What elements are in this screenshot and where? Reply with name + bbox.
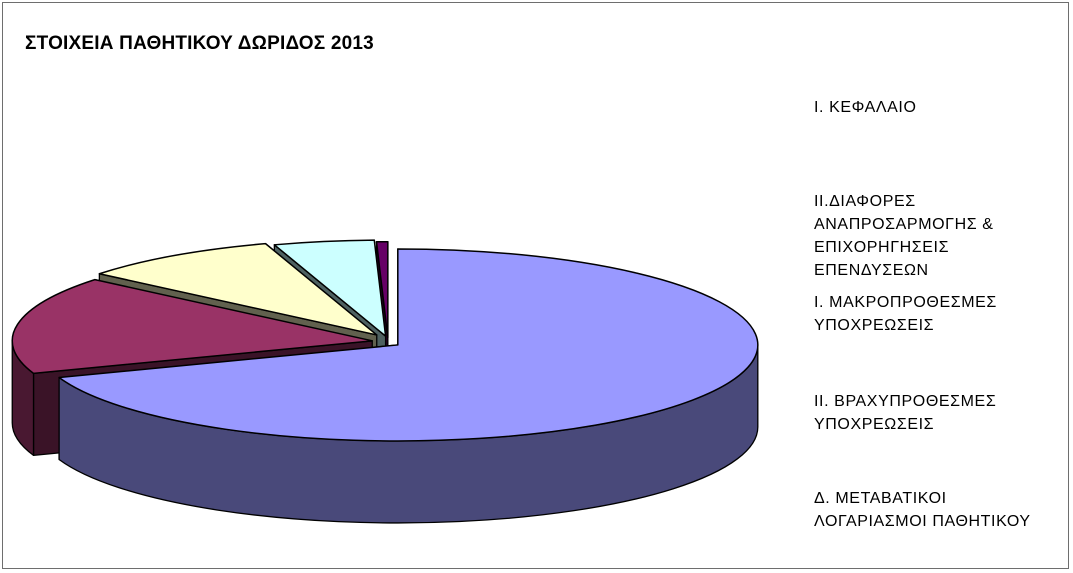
pie-slice-1 (58, 248, 759, 442)
legend-item-5: Δ. ΜΕΤΑΒΑΤΙΚΟΙ ΛΟΓΑΡΙΑΣΜΟΙ ΠΑΘΗΤΙΚΟΥ (814, 490, 1031, 530)
legend-item-2: ΙΙ.ΔΙΑΦΟΡΕΣ ΑΝΑΠΡΟΣΑΡΜΟΓΗΣ & ΕΠΙΧΟΡΗΓΗΣΕ… (814, 193, 994, 279)
chart-title: ΣΤΟΙΧΕΙΑ ΠΑΘΗΤΙΚΟΥ ΔΩΡΙΔΟΣ 2013 (25, 33, 374, 54)
legend-item-4: ΙΙ. ΒΡΑΧΥΠΡΟΘΕΣΜΕΣ ΥΠΟΧΡΕΩΣΕΙΣ (814, 393, 997, 433)
pie-slice-2 (11, 278, 373, 375)
pie-slice-5 (375, 240, 389, 339)
pie-slice-4 (273, 239, 387, 337)
legend-item-1: Ι. ΚΕΦΑΛΑΙΟ (814, 99, 917, 116)
pie-slice-3 (98, 242, 378, 336)
legend-item-3: Ι. ΜΑΚΡΟΠΡΟΘΕΣΜΕΣ ΥΠΟΧΡΕΩΣΕΙΣ (814, 294, 997, 334)
pie-tops (11, 239, 759, 442)
